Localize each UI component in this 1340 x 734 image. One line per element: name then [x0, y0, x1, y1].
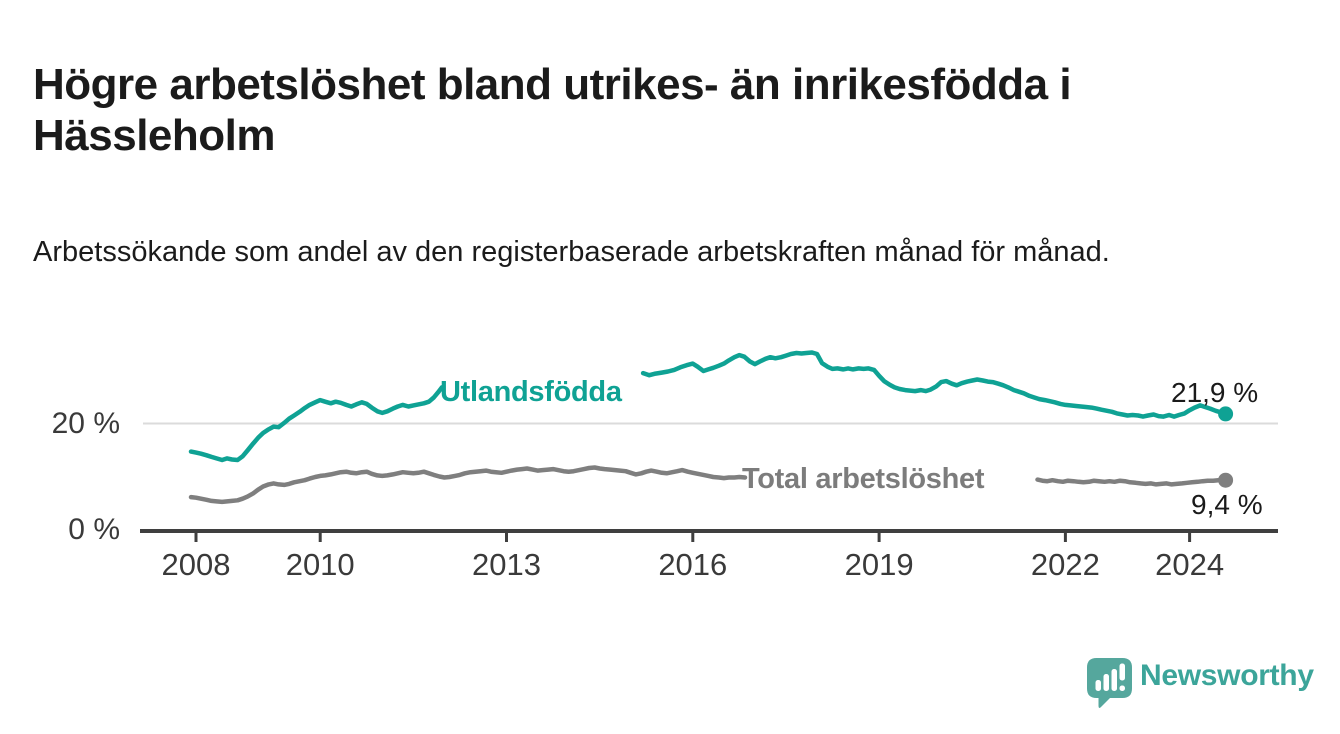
x-tick-label-2019: 2019 [844, 547, 914, 582]
logo-bar-1 [1095, 680, 1101, 691]
logo-exclamation-dot [1119, 685, 1125, 691]
series-line-total [188, 465, 748, 505]
series-end-dot-utlandsfodda [1218, 406, 1234, 422]
y-axis-label-20: 20 % [51, 407, 120, 440]
logo-bar-3 [1111, 669, 1117, 691]
x-tick-label-2010: 2010 [285, 547, 355, 582]
series-line-utlandsfodda [640, 350, 1228, 419]
page-title: Högre arbetslöshet bland utrikes- än inr… [33, 60, 1072, 161]
x-tick-label-2024: 2024 [1155, 547, 1225, 582]
logo-bar-2 [1103, 674, 1109, 691]
series-end-dot-total [1218, 472, 1234, 488]
x-tick-label-2008: 2008 [161, 547, 231, 582]
x-tick-label-2013: 2013 [472, 547, 541, 582]
newsworthy-logo-icon [1087, 658, 1132, 708]
series-lines [188, 350, 1234, 505]
x-tick-label-2022: 2022 [1030, 547, 1100, 582]
series-label-total-arbetsloshet: Total arbetslöshet [742, 463, 985, 495]
y-axis-label-0: 0 % [68, 513, 120, 546]
x-axis-tickmarks [194, 533, 1192, 542]
logo-speech-bubble [1087, 658, 1132, 708]
x-axis-labels: 2008 2010 2013 2016 2019 2022 2024 [0, 547, 1340, 587]
end-value-label-total: 9,4 % [1191, 489, 1263, 520]
end-value-label-utlandsfodda: 21,9 % [1171, 377, 1259, 408]
series-label-utlandsfodda: Utlandsfödda [440, 376, 622, 408]
x-tick-label-2016: 2016 [658, 547, 728, 582]
series-line-utlandsfodda [188, 385, 445, 463]
logo-exclamation-bar [1119, 663, 1125, 681]
chart-subtitle: Arbetssökande som andel av den registerb… [33, 236, 1110, 268]
series-line-total [1035, 477, 1228, 487]
newsworthy-brand-text: Newsworthy [1140, 659, 1314, 692]
